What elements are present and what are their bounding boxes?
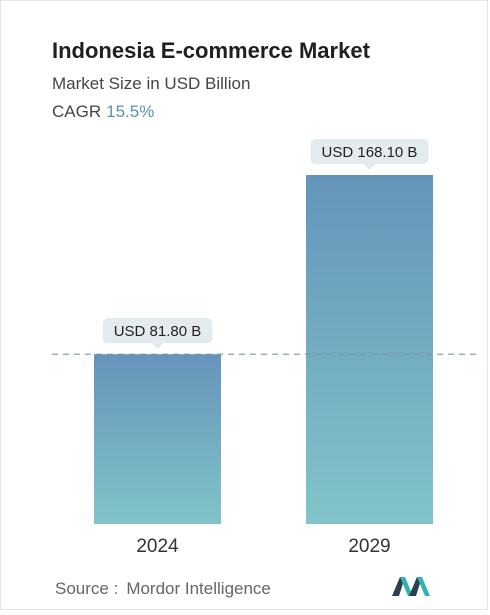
- chart-title: Indonesia E-commerce Market: [52, 38, 370, 63]
- bar-2029: [306, 175, 433, 524]
- cagr-value: 15.5%: [106, 102, 155, 121]
- source-label: Source :: [55, 579, 119, 598]
- source-line: Source : Mordor Intelligence: [55, 579, 271, 599]
- data-label-box: [310, 139, 429, 164]
- data-label-pointer: [151, 343, 164, 350]
- data-label-2024: USD 81.80 B: [102, 318, 213, 350]
- data-label-pointer: [363, 164, 376, 170]
- x-tick-label-2024: 2024: [136, 536, 179, 557]
- source-name: Mordor Intelligence: [126, 579, 271, 598]
- data-label-text: USD 168.10 B: [322, 144, 418, 161]
- x-tick-label-2029: 2029: [348, 536, 390, 557]
- bar-2024: [94, 354, 221, 524]
- cagr-label: CAGR: [52, 102, 102, 121]
- data-label-2029: USD 168.10 B: [310, 139, 429, 170]
- chart-subtitle: Market Size in USD Billion: [52, 74, 251, 93]
- data-label-text: USD 81.80 B: [114, 323, 202, 340]
- data-label-box: [102, 318, 213, 344]
- mordor-intelligence-logo-icon: [392, 577, 430, 596]
- cagr-line: CAGR 15.5%: [52, 102, 154, 122]
